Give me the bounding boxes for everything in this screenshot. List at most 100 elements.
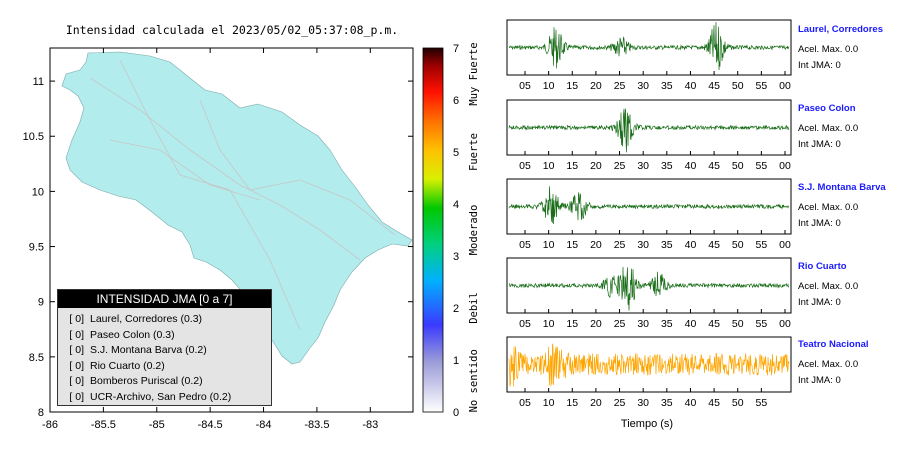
map-y-axis: 11 10.5 10 9.5 9 8.5 8 xyxy=(23,76,413,419)
legend-row: [ 0] Paseo Colon (0.3) xyxy=(58,328,271,344)
map-y-tick-label: 11 xyxy=(33,76,44,88)
colorbar-category-label: No sentido xyxy=(468,349,480,412)
waveform-tick-label: 50 xyxy=(732,397,744,409)
waveform-panel: 05 10 15 20 25 30 35 40 45 50 55 00 xyxy=(506,99,792,172)
waveform-tick-label: 55 xyxy=(756,397,768,409)
legend-row: [ 0] Bomberos Puriscal (0.2) xyxy=(58,374,271,390)
colorbar-tick-label: 5 xyxy=(453,147,459,159)
waveform-tick-label: 10 xyxy=(543,160,555,172)
legend-list: [ 0] Laurel, Corredores (0.3) [ 0] Paseo Co… xyxy=(58,308,271,405)
waveform-tick-label: 00 xyxy=(779,318,791,330)
map-x-tick-label: -83 xyxy=(362,419,378,431)
legend-row-station: Rio Cuarto (0.2) xyxy=(90,359,165,372)
station-int-jma: Int JMA: 0 xyxy=(798,297,841,308)
colorbar-tick-label: 6 xyxy=(453,95,459,107)
station-name: Paseo Colon xyxy=(798,103,856,114)
road-network xyxy=(89,59,396,331)
waveform-tick-label: 40 xyxy=(685,160,697,172)
waveform-tick-label: 30 xyxy=(637,397,649,409)
colorbar-tick-label: 7 xyxy=(453,43,459,55)
map-legend: INTENSIDAD JMA [0 a 7] [ 0] Laurel, Corre… xyxy=(57,289,272,406)
waveform-tick-label: 40 xyxy=(685,318,697,330)
station-acel-max: Acel. Max. 0.0 xyxy=(798,359,859,370)
legend-row-intensity: [ 0] xyxy=(69,344,84,356)
waveform-tick-label: 45 xyxy=(708,80,720,92)
map-x-tick-label: -83.5 xyxy=(304,419,329,431)
map-y-tick-label: 8 xyxy=(38,407,44,419)
legend-row-station: Bomberos Puriscal (0.2) xyxy=(90,375,203,387)
colorbar-category-label: Muy Fuerte xyxy=(468,42,480,105)
waveform-tick-label: 00 xyxy=(779,160,791,172)
waveform-panel: 05 10 15 20 25 30 35 40 45 50 55 xyxy=(506,336,792,409)
legend-row: [ 0] S.J. Montana Barva (0.2) xyxy=(58,343,271,359)
waveform-tick-label: 10 xyxy=(543,397,555,409)
waveform-tick-label: 45 xyxy=(708,239,720,251)
waveform-tick-label: 10 xyxy=(543,239,555,251)
waveform-tick-label: 50 xyxy=(732,318,744,330)
colorbar-categories: Muy Fuerte Fuerte Moderado Debil No sentido xyxy=(468,42,480,412)
station-name: Laurel, Corredores xyxy=(798,24,883,35)
colorbar-tick-label: 1 xyxy=(453,355,459,367)
map-y-tick-label: 9 xyxy=(38,297,44,309)
legend-row: [ 0] Rio Cuarto (0.2) xyxy=(58,359,271,375)
waveform-tick-label: 20 xyxy=(590,80,602,92)
waveform-xlabel: Tiempo (s) xyxy=(621,418,673,430)
station-label-block: Teatro Nacional Acel. Max. 0.0 Int JMA: 0 xyxy=(798,339,869,391)
waveform-panel: 05 10 15 20 25 30 35 40 45 50 55 00 xyxy=(506,257,792,330)
waveform-tick-label: 50 xyxy=(732,239,744,251)
station-label-block: Laurel, Corredores Acel. Max. 0.0 Int JMA:… xyxy=(798,24,883,76)
waveform-tick-label: 25 xyxy=(614,239,626,251)
legend-row-intensity: [ 0] xyxy=(69,390,84,403)
legend-row-station: S.J. Montana Barva (0.2) xyxy=(90,344,207,356)
waveform-trace xyxy=(508,108,790,153)
waveform-panels: 05 10 15 20 25 30 35 40 45 50 55 00 05 10 15 20 25 30 35 40… xyxy=(506,19,792,409)
map-x-axis: -86 -85.5 -85 -84.5 -84 -83.5 -83 xyxy=(42,48,378,431)
station-int-jma: Int JMA: 0 xyxy=(798,139,841,150)
map-y-tick-label: 10.5 xyxy=(23,131,44,143)
waveform-tick-label: 00 xyxy=(779,80,791,92)
map-title: Intensidad calculada el 2023/05/02_05:37… xyxy=(66,23,398,37)
waveform-tick-label: 25 xyxy=(614,80,626,92)
station-label-block: Paseo Colon Acel. Max. 0.0 Int JMA: 0 xyxy=(798,103,858,155)
waveform-tick-label: 45 xyxy=(708,397,720,409)
colorbar-ticks: 7 6 5 4 3 2 1 0 xyxy=(453,43,459,419)
waveform-tick-label: 15 xyxy=(566,239,578,251)
waveform-tick-label: 55 xyxy=(756,318,768,330)
station-name: Rio Cuarto xyxy=(798,261,847,272)
station-int-jma: Int JMA: 0 xyxy=(798,375,841,386)
station-acel-max: Acel. Max. 0.0 xyxy=(798,123,859,134)
legend-row: [ 0] UCR-Archivo, San Pedro (0.2) xyxy=(58,390,271,406)
waveform-tick-label: 10 xyxy=(543,318,555,330)
waveform-tick-label: 05 xyxy=(519,160,531,172)
waveform-tick-label: 15 xyxy=(566,318,578,330)
legend-row-station: Paseo Colon (0.3) xyxy=(90,328,175,341)
waveform-tick-label: 35 xyxy=(661,80,673,92)
waveform-tick-label: 35 xyxy=(661,239,673,251)
waveform-tick-label: 50 xyxy=(732,80,744,92)
waveform-tick-label: 05 xyxy=(519,318,531,330)
waveform-trace xyxy=(508,343,790,387)
station-int-jma: Int JMA: 0 xyxy=(798,60,841,71)
waveform-tick-label: 15 xyxy=(566,160,578,172)
map-x-tick-label: -84.5 xyxy=(198,419,223,431)
waveform-tick-label: 00 xyxy=(779,239,791,251)
waveform-tick-label: 45 xyxy=(708,160,720,172)
waveform-trace xyxy=(508,22,790,71)
waveform-tick-label: 15 xyxy=(566,80,578,92)
station-label-block: Rio Cuarto Acel. Max. 0.0 Int JMA: 0 xyxy=(798,261,858,313)
legend-row-station: Laurel, Corredores (0.3) xyxy=(90,313,203,325)
legend-row-intensity: [ 0] xyxy=(69,313,84,325)
waveform-tick-label: 30 xyxy=(637,318,649,330)
station-label-block: S.J. Montana Barva Acel. Max. 0.0 Int JMA:… xyxy=(798,182,886,234)
map-y-tick-label: 8.5 xyxy=(29,352,44,364)
waveform-tick-label: 25 xyxy=(614,160,626,172)
waveform-tick-label: 20 xyxy=(590,160,602,172)
map-y-tick-label: 10 xyxy=(32,186,44,198)
waveform-tick-label: 15 xyxy=(566,397,578,409)
station-name: Teatro Nacional xyxy=(798,339,869,350)
waveform-tick-label: 25 xyxy=(614,318,626,330)
waveform-tick-label: 55 xyxy=(756,160,768,172)
waveform-tick-label: 30 xyxy=(637,239,649,251)
legend-row: [ 0] Laurel, Corredores (0.3) xyxy=(58,312,271,328)
